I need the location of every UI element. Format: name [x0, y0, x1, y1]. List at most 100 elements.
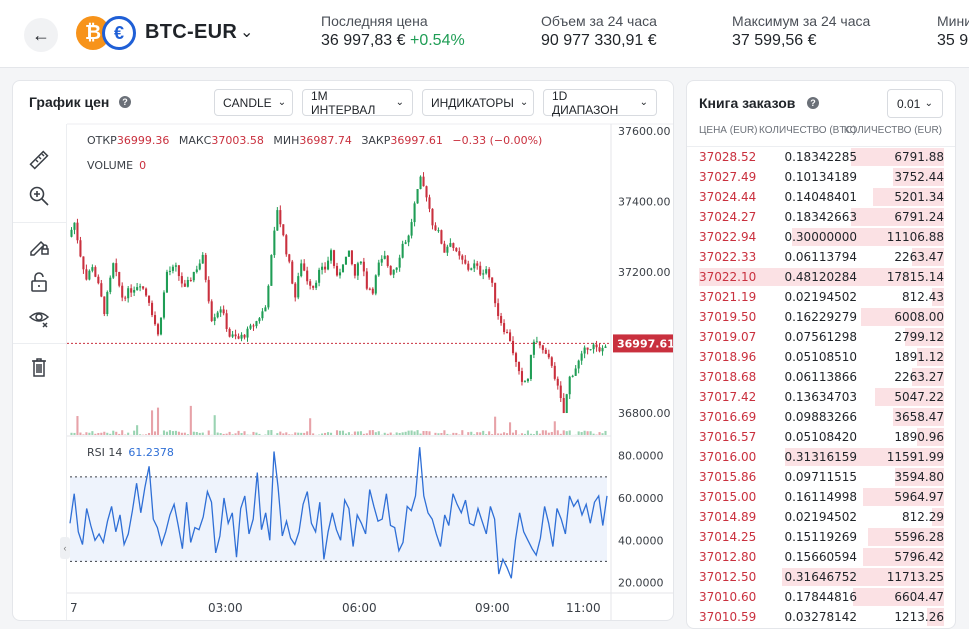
volume-bar	[139, 434, 142, 435]
ask-qty-btc: 0.02194502	[784, 290, 857, 304]
candle-body	[383, 255, 386, 259]
rsi-legend: RSI 14 61.2378	[87, 446, 174, 459]
ask-qty-eur: 11591.99	[886, 450, 944, 464]
ruler-icon[interactable]	[25, 146, 53, 174]
chart-canvas[interactable]: ОТКР36999.36 МАКС37003.58 МИН36987.74 ЗА…	[13, 81, 674, 621]
candle-body	[109, 277, 112, 293]
order-book-row[interactable]: 37027.49 0.10134189 3752.44	[687, 167, 955, 187]
ask-price: 37018.68	[699, 370, 757, 384]
depth-bar	[782, 568, 944, 586]
order-book-row[interactable]: 37012.80 0.15660594 5796.42	[687, 547, 955, 567]
order-book-row[interactable]: 37022.94 0.30000000 11106.88	[687, 227, 955, 247]
volume-bar	[282, 433, 285, 435]
range-dropdown[interactable]: 1D ДИАПАЗОН ⌄	[543, 88, 657, 117]
volume-bar	[207, 430, 210, 435]
zoom-in-icon[interactable]	[25, 182, 53, 210]
candle-body	[222, 309, 225, 314]
volume-bar	[213, 415, 216, 435]
candle-body	[428, 197, 431, 209]
order-book-row[interactable]: 37019.07 0.07561298 2799.12	[687, 327, 955, 347]
eye-icon[interactable]	[25, 304, 53, 332]
trash-icon[interactable]	[25, 353, 53, 381]
rsi-axis-label: 20.0000	[618, 577, 664, 590]
order-book-row[interactable]: 37015.86 0.09711515 3594.80	[687, 467, 955, 487]
candle-body	[150, 302, 154, 316]
depth-bar	[912, 368, 944, 386]
order-book-row[interactable]: 37016.69 0.09883266 3658.47	[687, 407, 955, 427]
depth-bar	[875, 388, 944, 406]
candle-body	[159, 317, 163, 335]
collapse-toolbar-button[interactable]: ‹	[60, 537, 70, 559]
chevron-down-icon: ⌄	[639, 97, 648, 108]
volume-bar	[356, 431, 359, 435]
order-book-row[interactable]: 37022.33 0.06113794 2263.47	[687, 247, 955, 267]
order-book-row[interactable]: 37016.00 0.31316159 11591.99	[687, 447, 955, 467]
candle-body	[517, 361, 521, 372]
volume-bar	[324, 432, 327, 435]
candle-body	[398, 257, 401, 268]
volume-bar	[577, 431, 580, 435]
help-icon[interactable]: ?	[807, 97, 819, 109]
volume-bar	[201, 432, 204, 435]
candle-body	[231, 334, 234, 337]
order-book-row[interactable]: 37014.89 0.02194502 812.29	[687, 507, 955, 527]
volume-bar	[508, 422, 512, 435]
volume-label: VOLUME	[87, 159, 133, 172]
chart-type-dropdown[interactable]: CANDLE ⌄	[214, 89, 293, 116]
help-icon[interactable]: ?	[119, 96, 131, 108]
order-book-row[interactable]: 37016.57 0.05108420 1890.96	[687, 427, 955, 447]
pencil-lock-icon[interactable]	[25, 232, 53, 260]
order-book-row[interactable]: 37012.50 0.31646752 11713.25	[687, 567, 955, 587]
chevron-down-icon[interactable]: ⌄	[240, 24, 254, 41]
candle-body	[547, 353, 550, 358]
order-book-row[interactable]: 37021.19 0.02194502 812.43	[687, 287, 955, 307]
order-book-row[interactable]: 37022.10 0.48120284 17815.14	[687, 267, 955, 287]
candle-body	[464, 259, 467, 264]
volume-bar	[428, 431, 431, 435]
candle-body	[550, 357, 553, 366]
candle-body	[511, 340, 515, 354]
order-book-row[interactable]: 37018.68 0.06113866 2263.27	[687, 367, 955, 387]
depth-bar	[863, 488, 944, 506]
order-book-row[interactable]: 37010.60 0.17844816 6604.47	[687, 587, 955, 607]
order-book-row[interactable]: 37024.44 0.14048401 5201.34	[687, 187, 955, 207]
volume-bar	[222, 433, 225, 435]
candle-body	[148, 295, 151, 303]
candle-body	[192, 271, 195, 281]
candle-body	[520, 371, 524, 382]
ask-qty-btc: 0.14048401	[784, 190, 857, 204]
order-book-row[interactable]: 37014.25 0.15119269 5596.28	[687, 527, 955, 547]
order-book-row[interactable]: 37028.52 0.18342285 6791.88	[687, 147, 955, 167]
precision-dropdown[interactable]: 0.01 ⌄	[887, 89, 943, 118]
candle-body	[506, 331, 509, 333]
candle-body	[562, 398, 565, 414]
indicators-dropdown[interactable]: ИНДИКАТОРЫ ⌄	[422, 89, 534, 116]
volume-bar	[443, 430, 446, 435]
ask-qty-eur: 812.43	[902, 290, 944, 304]
order-book-row[interactable]: 37018.96 0.05108510 1891.12	[687, 347, 955, 367]
pair-selector[interactable]: BTC-EUR	[145, 21, 238, 43]
dropdown-label: 1D ДИАПАЗОН	[552, 88, 619, 117]
chart-title: График цен	[29, 94, 110, 110]
candle-body	[94, 267, 97, 277]
candle-body	[210, 301, 213, 321]
volume-bar	[485, 434, 488, 435]
back-button[interactable]: ←	[24, 18, 58, 52]
candle-body	[586, 347, 589, 350]
order-book-row[interactable]: 37015.00 0.16114998 5964.97	[687, 487, 955, 507]
lock-open-icon[interactable]	[25, 268, 53, 296]
order-book-row[interactable]: 37024.27 0.18342663 6791.24	[687, 207, 955, 227]
candle-body	[595, 344, 598, 348]
volume-series	[70, 405, 607, 435]
candle-body	[389, 265, 392, 275]
candle-body	[201, 254, 204, 264]
volume-bar	[386, 433, 389, 435]
candle-body	[118, 271, 121, 286]
order-book-row[interactable]: 37010.59 0.03278142 1213.26	[687, 607, 955, 627]
candle-body	[321, 266, 324, 270]
volume-bar	[189, 405, 192, 435]
volume-bar	[276, 433, 279, 435]
order-book-row[interactable]: 37017.42 0.13634703 5047.22	[687, 387, 955, 407]
interval-dropdown[interactable]: 1М ИНТЕРВАЛ ⌄	[302, 89, 413, 117]
order-book-row[interactable]: 37019.50 0.16229279 6008.00	[687, 307, 955, 327]
